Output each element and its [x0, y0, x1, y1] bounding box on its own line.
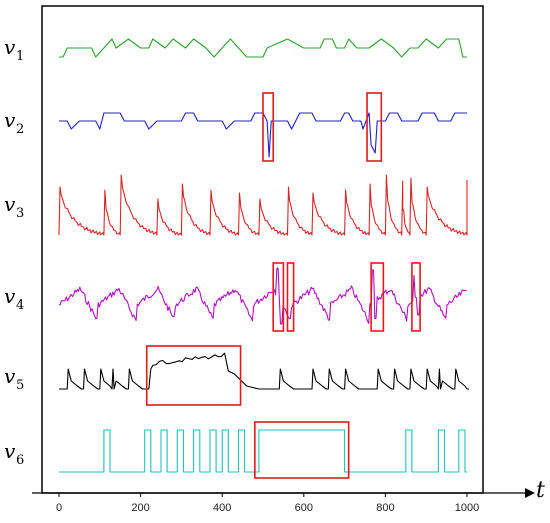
series-line-v5	[59, 352, 469, 390]
x-tick-label: 800	[376, 502, 394, 514]
x-axis-arrow	[525, 488, 535, 498]
series-line-v2	[59, 112, 467, 158]
series-line-v3	[58, 174, 468, 236]
anomaly-box	[366, 92, 383, 162]
anomaly-box	[272, 262, 285, 332]
series-label-sub-2: 2	[16, 122, 24, 137]
anomaly-box	[254, 421, 350, 479]
series-label-v2: v	[4, 108, 16, 132]
series-label-v3: v	[4, 192, 16, 216]
anomaly-box	[145, 345, 242, 406]
series-label-sub-1: 1	[16, 49, 24, 64]
series-label-sub-5: 5	[16, 378, 24, 393]
series-group	[58, 38, 469, 473]
series-label-group: v 1v 2v 3v 4v 5v 6	[4, 35, 24, 468]
x-tick-label: 0	[56, 502, 62, 514]
x-tick-label: 600	[295, 502, 313, 514]
series-label-v6: v	[4, 439, 16, 463]
anomaly-box-group	[145, 92, 421, 479]
anomaly-box	[286, 262, 295, 332]
plot-frame	[41, 5, 484, 494]
series-label-v5: v	[4, 364, 16, 388]
x-tick-label: 1000	[455, 502, 479, 514]
series-line-v4	[58, 267, 467, 325]
plot-border	[41, 5, 484, 494]
series-label-sub-4: 4	[16, 298, 24, 313]
x-axis: 0 200 400 600 800 1000 t	[32, 478, 545, 514]
x-tick-label: 200	[131, 502, 149, 514]
series-line-v1	[59, 38, 467, 58]
anomaly-box	[411, 262, 421, 332]
series-label-v4: v	[4, 284, 16, 308]
x-tick-label: 400	[213, 502, 231, 514]
series-line-v6	[59, 429, 467, 473]
anomaly-box	[262, 92, 274, 162]
series-label-sub-6: 6	[16, 453, 24, 468]
series-label-sub-3: 3	[16, 206, 24, 221]
series-label-v1: v	[4, 35, 16, 59]
anomaly-box	[370, 262, 385, 332]
x-axis-label: t	[536, 478, 545, 503]
